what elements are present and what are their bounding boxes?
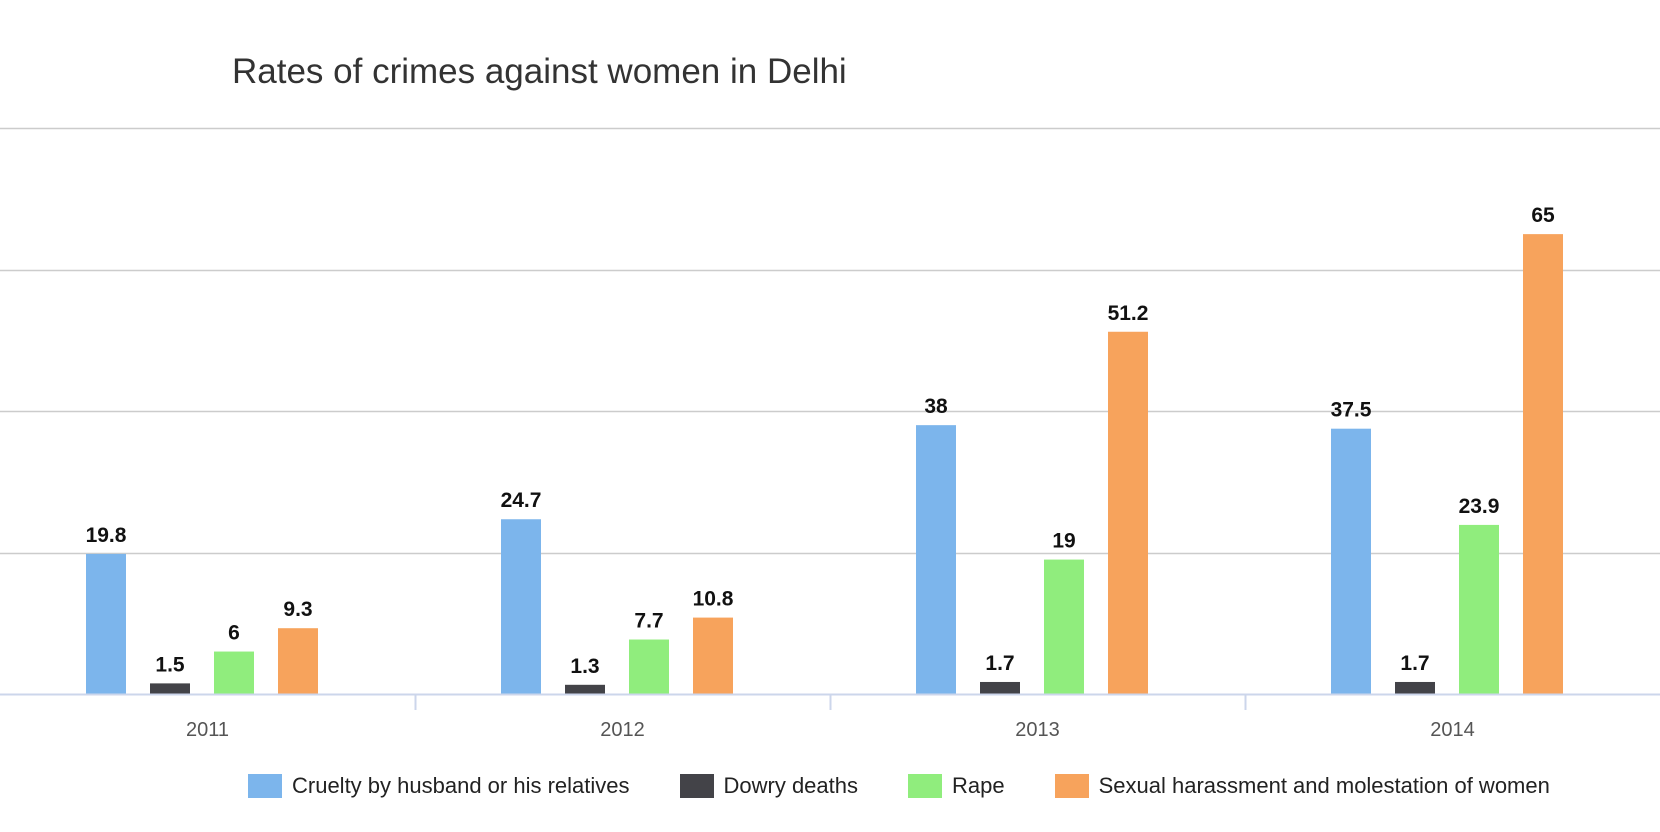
legend: Cruelty by husband or his relatives Dowry…	[248, 770, 1550, 802]
bar	[693, 617, 733, 694]
legend-item[interactable]: Dowry deaths	[679, 773, 859, 799]
legend-item[interactable]: Cruelty by husband or his relatives	[248, 773, 630, 799]
x-tick-label: 2011	[186, 719, 229, 741]
legend-label: Dowry deaths	[723, 773, 859, 798]
bar	[1395, 681, 1435, 694]
bar	[916, 425, 956, 694]
legend-item[interactable]: Rape	[908, 773, 1005, 799]
legend-swatch	[1054, 774, 1089, 798]
data-label: 23.9	[1459, 495, 1500, 518]
bar	[629, 639, 669, 694]
legend-swatch	[248, 774, 282, 798]
legend-label: Rape	[952, 773, 1005, 798]
data-label: 38	[924, 395, 948, 418]
bar	[86, 553, 126, 694]
data-label: 51.2	[1108, 302, 1149, 325]
bar-chart: 19.8 1.5 6 9.3 24.7 1.3 7.7 10.8 38 1.7 19 51.2 37.5…	[0, 127, 1660, 741]
bar	[565, 684, 605, 694]
data-labels: 19.8 1.5 6 9.3 24.7 1.3 7.7 10.8 38 1.7 19 51.2 37.5…	[86, 204, 1555, 678]
bar	[1108, 331, 1148, 694]
legend-swatch	[679, 774, 714, 798]
data-label: 1.3	[570, 655, 599, 678]
x-tick-label: 2012	[600, 719, 645, 741]
bar	[1044, 559, 1084, 694]
data-label: 19.8	[86, 524, 127, 547]
data-label: 19	[1052, 530, 1075, 553]
data-label: 1.5	[155, 653, 185, 676]
bar	[150, 683, 190, 694]
data-label: 10.8	[693, 588, 734, 611]
bar	[214, 651, 254, 694]
data-label: 65	[1531, 204, 1555, 227]
bar	[1523, 234, 1563, 694]
legend-label: Cruelty by husband or his relatives	[292, 773, 630, 798]
x-axis: 2011 2012 2013 2014	[0, 693, 1660, 741]
data-label: 24.7	[501, 489, 542, 512]
data-label: 9.3	[283, 598, 312, 621]
bar	[501, 519, 541, 694]
bar	[980, 681, 1020, 694]
bar	[278, 628, 318, 694]
data-label: 37.5	[1331, 399, 1372, 422]
chart-title: Rates of crimes against women in Delhi	[232, 52, 847, 91]
legend-item[interactable]: Sexual harassment and molestation of wom…	[1054, 773, 1550, 799]
bars	[86, 234, 1563, 694]
x-tick-label: 2014	[1430, 719, 1475, 741]
legend-label: Sexual harassment and molestation of wom…	[1098, 773, 1550, 798]
data-label: 1.7	[985, 652, 1014, 675]
data-label: 1.7	[1400, 652, 1429, 675]
data-label: 6	[228, 622, 240, 645]
bar	[1331, 428, 1371, 694]
data-label: 7.7	[634, 610, 663, 633]
gridlines	[0, 127, 1660, 555]
legend-swatch	[908, 774, 943, 798]
bar	[1459, 524, 1499, 694]
x-tick-label: 2013	[1015, 719, 1060, 741]
